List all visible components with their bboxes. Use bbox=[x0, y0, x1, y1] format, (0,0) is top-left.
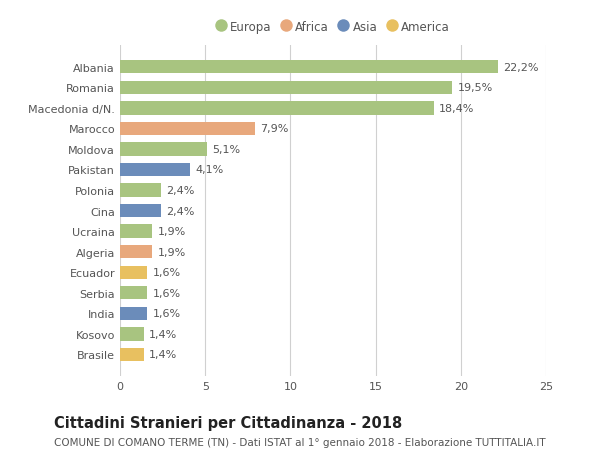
Text: 18,4%: 18,4% bbox=[439, 104, 474, 113]
Bar bbox=[120, 225, 152, 238]
Text: Cittadini Stranieri per Cittadinanza - 2018: Cittadini Stranieri per Cittadinanza - 2… bbox=[54, 415, 402, 431]
Text: COMUNE DI COMANO TERME (TN) - Dati ISTAT al 1° gennaio 2018 - Elaborazione TUTTI: COMUNE DI COMANO TERME (TN) - Dati ISTAT… bbox=[54, 437, 545, 447]
Text: 1,4%: 1,4% bbox=[149, 350, 177, 360]
Bar bbox=[120, 204, 161, 218]
Bar bbox=[120, 102, 434, 115]
Bar bbox=[120, 61, 498, 74]
Text: 5,1%: 5,1% bbox=[212, 145, 240, 155]
Bar bbox=[120, 266, 147, 280]
Text: 22,2%: 22,2% bbox=[503, 62, 539, 73]
Bar bbox=[120, 123, 254, 136]
Text: 1,6%: 1,6% bbox=[152, 309, 181, 319]
Bar bbox=[120, 184, 161, 197]
Legend: Europa, Africa, Asia, America: Europa, Africa, Asia, America bbox=[214, 19, 452, 36]
Bar bbox=[120, 328, 144, 341]
Text: 1,6%: 1,6% bbox=[152, 268, 181, 278]
Bar bbox=[120, 246, 152, 259]
Text: 1,6%: 1,6% bbox=[152, 288, 181, 298]
Text: 1,4%: 1,4% bbox=[149, 329, 177, 339]
Bar bbox=[120, 143, 207, 156]
Text: 4,1%: 4,1% bbox=[195, 165, 223, 175]
Text: 2,4%: 2,4% bbox=[166, 206, 194, 216]
Bar bbox=[120, 163, 190, 177]
Text: 19,5%: 19,5% bbox=[457, 83, 493, 93]
Text: 7,9%: 7,9% bbox=[260, 124, 288, 134]
Text: 2,4%: 2,4% bbox=[166, 185, 194, 196]
Bar bbox=[120, 286, 147, 300]
Bar bbox=[120, 81, 452, 95]
Text: 1,9%: 1,9% bbox=[157, 247, 186, 257]
Text: 1,9%: 1,9% bbox=[157, 227, 186, 237]
Bar bbox=[120, 348, 144, 361]
Bar bbox=[120, 307, 147, 320]
